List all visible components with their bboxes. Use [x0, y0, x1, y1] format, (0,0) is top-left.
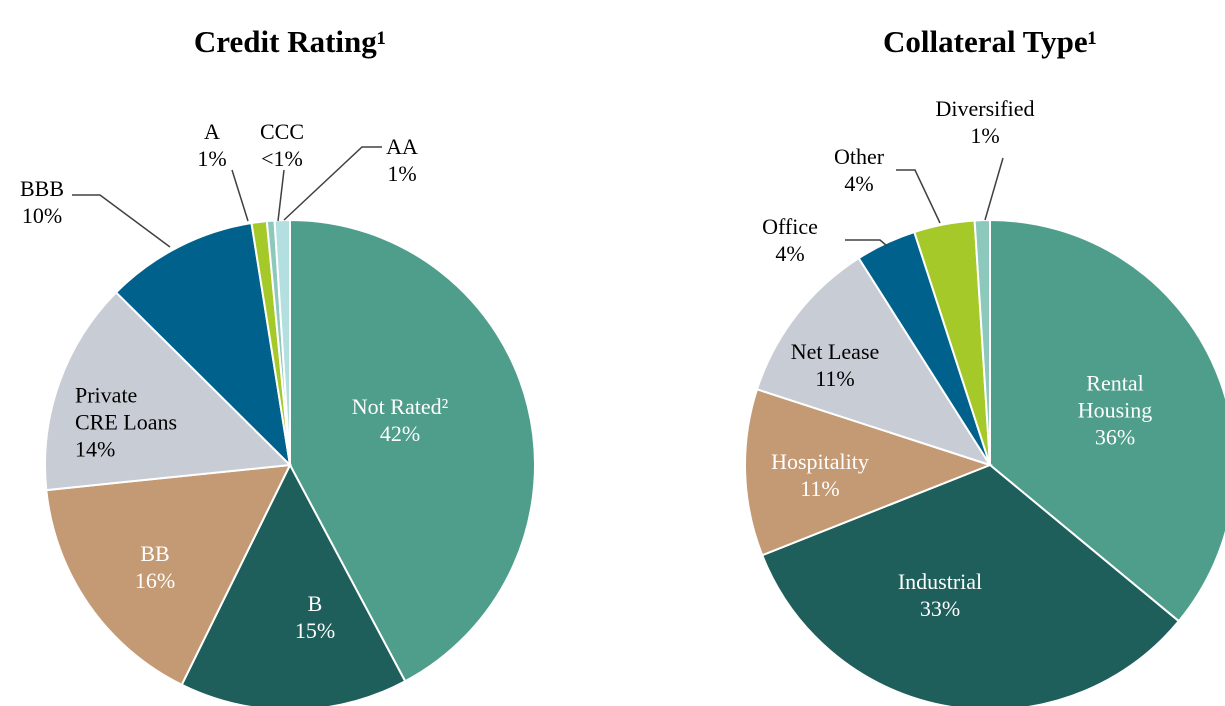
- pie-slice: [989, 218, 1225, 623]
- value-label: 16%: [134, 568, 176, 593]
- category-label: Hospitality: [771, 449, 869, 474]
- slice-label: B 15%: [295, 590, 335, 644]
- slice-label: CCC <1%: [260, 118, 304, 172]
- slice-label: Diversified 1%: [936, 95, 1035, 149]
- value-label: 11%: [800, 476, 840, 501]
- category-label: Rental Housing: [1077, 370, 1153, 423]
- leader-line: [72, 194, 171, 248]
- category-label: Net Lease: [790, 339, 880, 364]
- pie-slice: [273, 218, 291, 466]
- slice-label: BB 16%: [135, 540, 175, 594]
- slice-label: AA 1%: [386, 133, 418, 187]
- pie-slice: [755, 256, 993, 467]
- value-label: 1%: [197, 146, 227, 171]
- value-label: 33%: [919, 596, 961, 621]
- slice-label: Office 4%: [762, 213, 818, 267]
- leader-line: [845, 239, 888, 247]
- pie-slice: [973, 218, 991, 466]
- slice-label: Other 4%: [834, 143, 884, 197]
- chart-title: Collateral Type¹: [883, 24, 1097, 59]
- leader-line: [231, 169, 249, 222]
- category-label: Office: [762, 214, 818, 239]
- pie-slice: [114, 221, 292, 468]
- value-label: 10%: [21, 203, 63, 228]
- category-label: AA: [386, 134, 418, 159]
- leader-line: [984, 157, 1004, 221]
- value-label: 36%: [1094, 424, 1136, 450]
- value-label: 42%: [379, 421, 421, 446]
- pie-slice: [45, 463, 292, 687]
- value-label: 4%: [775, 241, 805, 266]
- slice-label: Private CRE Loans 14%: [75, 382, 181, 463]
- pie-slice: [760, 463, 1181, 706]
- pie-slice: [180, 462, 407, 706]
- pie-slice: [44, 291, 293, 492]
- category-label: CCC: [259, 119, 305, 144]
- leader-line: [896, 169, 941, 224]
- value-label: 4%: [844, 171, 874, 196]
- leader-line: [277, 169, 285, 222]
- category-label: A: [204, 119, 220, 144]
- category-label: Diversified: [935, 96, 1035, 121]
- chart-title: Credit Rating¹: [194, 24, 386, 59]
- category-label: BBB: [19, 176, 65, 201]
- category-label: BB: [140, 541, 170, 566]
- value-label: 1%: [387, 161, 417, 186]
- category-label: Other: [833, 144, 885, 169]
- category-label: B: [307, 591, 323, 616]
- value-label: <1%: [261, 146, 303, 171]
- value-label: 11%: [815, 366, 855, 391]
- pie-slice: [744, 388, 993, 557]
- slice-label: Industrial 33%: [898, 568, 982, 622]
- pie-slice: [289, 218, 536, 683]
- slice-label: Not Rated² 42%: [352, 393, 448, 447]
- slice-label: Net Lease 11%: [791, 338, 880, 392]
- leader-line: [283, 146, 382, 221]
- category-label: Industrial: [897, 569, 983, 594]
- slice-label: A 1%: [197, 118, 226, 172]
- category-label: Private CRE Loans: [75, 382, 178, 435]
- slice-label: Hospitality 11%: [771, 448, 869, 502]
- value-label: 14%: [75, 436, 116, 462]
- value-label: 15%: [294, 618, 336, 643]
- slice-label: BBB 10%: [20, 175, 64, 229]
- category-label: Not Rated²: [351, 394, 449, 419]
- slice-label: Rental Housing 36%: [1065, 370, 1165, 451]
- value-label: 1%: [970, 123, 1000, 148]
